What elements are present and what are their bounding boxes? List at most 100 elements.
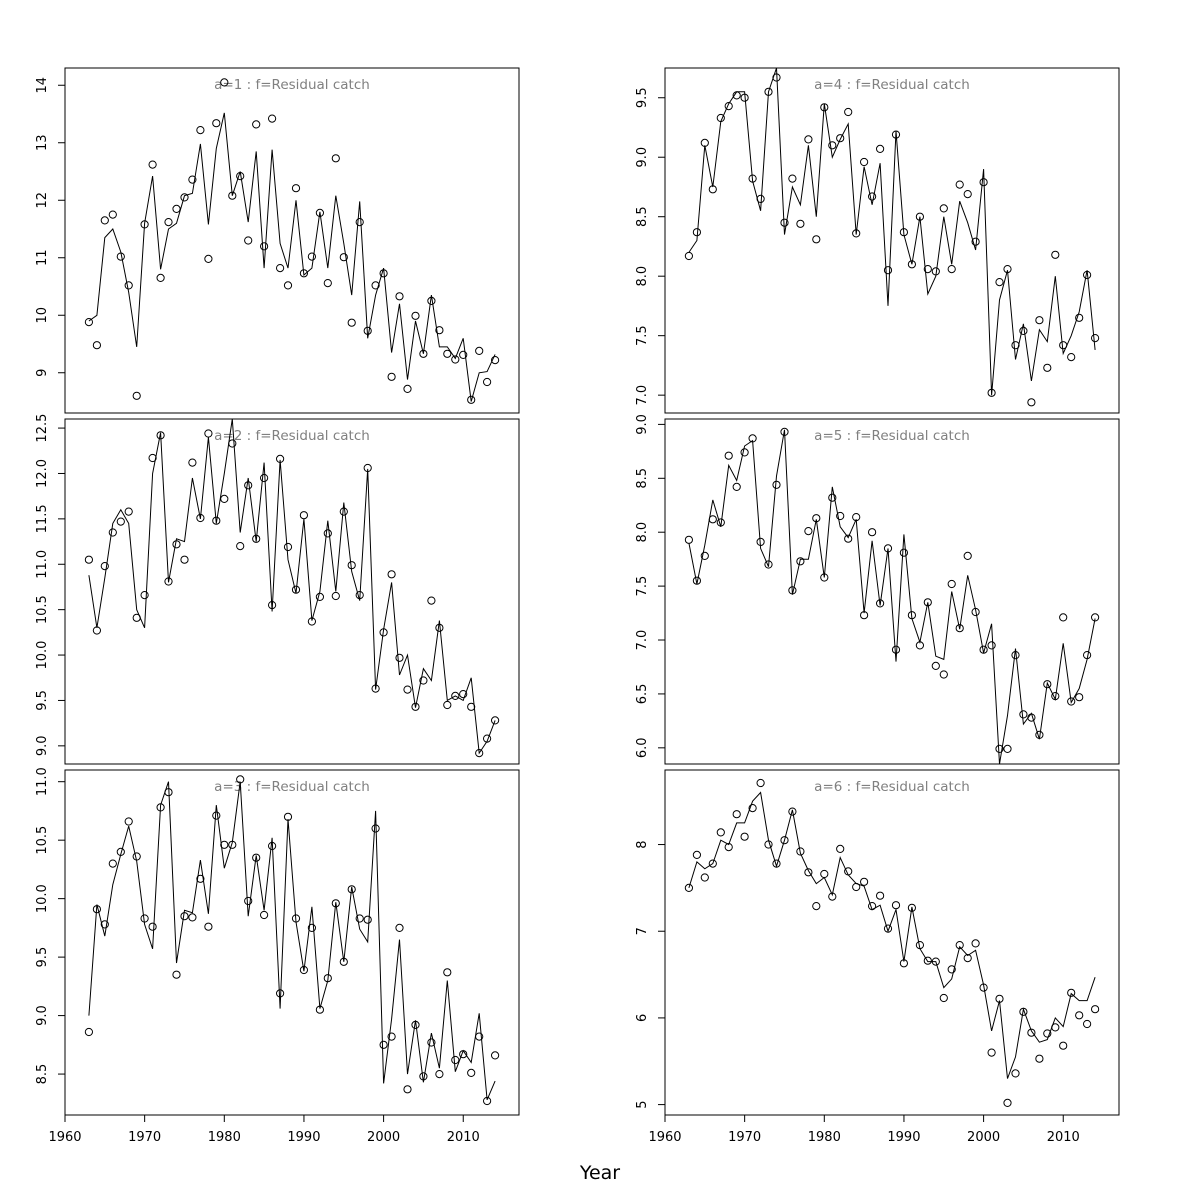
data-point	[923, 598, 932, 607]
data-point	[84, 318, 94, 327]
y-tick-label: 10.0	[35, 884, 50, 913]
data-point	[276, 264, 285, 273]
data-point	[212, 811, 221, 820]
y-tick-label: 7.0	[635, 630, 650, 651]
x-tick-label: 1980	[808, 1130, 841, 1145]
data-point	[796, 219, 805, 228]
data-point	[451, 355, 460, 364]
data-point	[979, 645, 988, 654]
y-tick-label: 12.5	[35, 414, 50, 443]
data-point	[1003, 1098, 1012, 1108]
data-point	[283, 542, 293, 552]
data-point	[140, 591, 149, 600]
data-point	[84, 555, 94, 564]
data-point	[836, 134, 845, 143]
data-point	[1051, 250, 1060, 259]
data-point	[923, 956, 932, 965]
data-point	[1091, 1005, 1100, 1014]
y-tick-label: 10.0	[35, 641, 50, 670]
data-point	[347, 885, 356, 894]
data-point	[955, 180, 964, 189]
y-tick-label: 8	[635, 840, 650, 848]
data-point	[331, 591, 340, 601]
series-line	[688, 791, 1096, 1079]
y-tick-label: 12.0	[35, 459, 50, 488]
data-point	[467, 702, 476, 711]
data-point	[716, 828, 725, 837]
data-point	[939, 204, 948, 213]
data-point	[876, 144, 885, 153]
data-point	[371, 281, 380, 290]
y-tick-label: 10.5	[35, 826, 50, 855]
data-point	[451, 1055, 460, 1065]
data-point	[483, 377, 492, 387]
series-line	[688, 429, 1096, 765]
data-point	[1075, 1011, 1084, 1020]
data-point	[1059, 1041, 1068, 1050]
data-point	[379, 1040, 388, 1049]
data-point	[108, 859, 117, 868]
data-point	[1043, 680, 1052, 689]
series-line	[88, 781, 496, 1100]
data-point	[963, 954, 972, 963]
data-point	[1067, 697, 1076, 706]
y-tick-label: 7.5	[635, 325, 650, 346]
data-point	[459, 690, 468, 699]
data-point	[947, 579, 956, 589]
data-point	[868, 192, 877, 201]
data-point	[315, 208, 324, 217]
y-tick-label: 11	[35, 249, 50, 266]
data-point	[764, 560, 773, 569]
data-point	[475, 346, 484, 355]
data-point	[1091, 334, 1100, 343]
y-tick-label: 9.5	[35, 690, 50, 711]
data-point	[204, 254, 213, 263]
data-point	[148, 160, 157, 169]
data-point	[403, 384, 412, 393]
data-point	[427, 596, 436, 605]
data-point	[1043, 363, 1052, 372]
data-point	[276, 989, 285, 998]
data-point	[788, 174, 797, 183]
y-tick-label: 9	[35, 369, 50, 377]
data-point	[1075, 693, 1084, 702]
y-tick-label: 9.5	[35, 947, 50, 968]
data-point	[443, 968, 452, 977]
data-point	[268, 114, 277, 123]
y-tick-label: 6.0	[635, 737, 650, 758]
data-point	[212, 516, 221, 525]
data-point	[891, 901, 901, 910]
plot-frame	[664, 769, 1120, 1116]
y-tick-label: 5	[635, 1100, 650, 1108]
data-point	[1059, 613, 1068, 622]
data-point	[459, 350, 468, 359]
data-point	[947, 265, 956, 274]
data-point	[307, 923, 316, 933]
data-point	[403, 685, 412, 694]
data-point	[740, 832, 749, 841]
data-point	[260, 242, 269, 251]
data-point	[387, 372, 396, 381]
data-point	[963, 551, 972, 561]
plot-frame	[664, 67, 1120, 414]
data-point	[339, 253, 348, 262]
data-point	[923, 265, 932, 274]
y-tick-label: 9.0	[35, 1005, 50, 1026]
data-point	[188, 458, 197, 467]
y-tick-label: 12	[35, 192, 50, 209]
data-point	[148, 922, 157, 931]
data-point	[947, 965, 956, 974]
data-point	[491, 1051, 500, 1060]
data-point	[116, 517, 125, 526]
x-tick-label: 2010	[447, 1130, 480, 1145]
data-point	[740, 448, 749, 457]
data-point	[483, 734, 492, 743]
data-point	[260, 910, 269, 920]
data-point	[220, 494, 229, 503]
data-point	[1067, 353, 1076, 362]
data-point	[963, 190, 972, 199]
data-point	[692, 850, 702, 860]
x-tick-label: 1980	[208, 1130, 241, 1145]
data-point	[108, 528, 117, 537]
data-point	[1075, 313, 1084, 322]
